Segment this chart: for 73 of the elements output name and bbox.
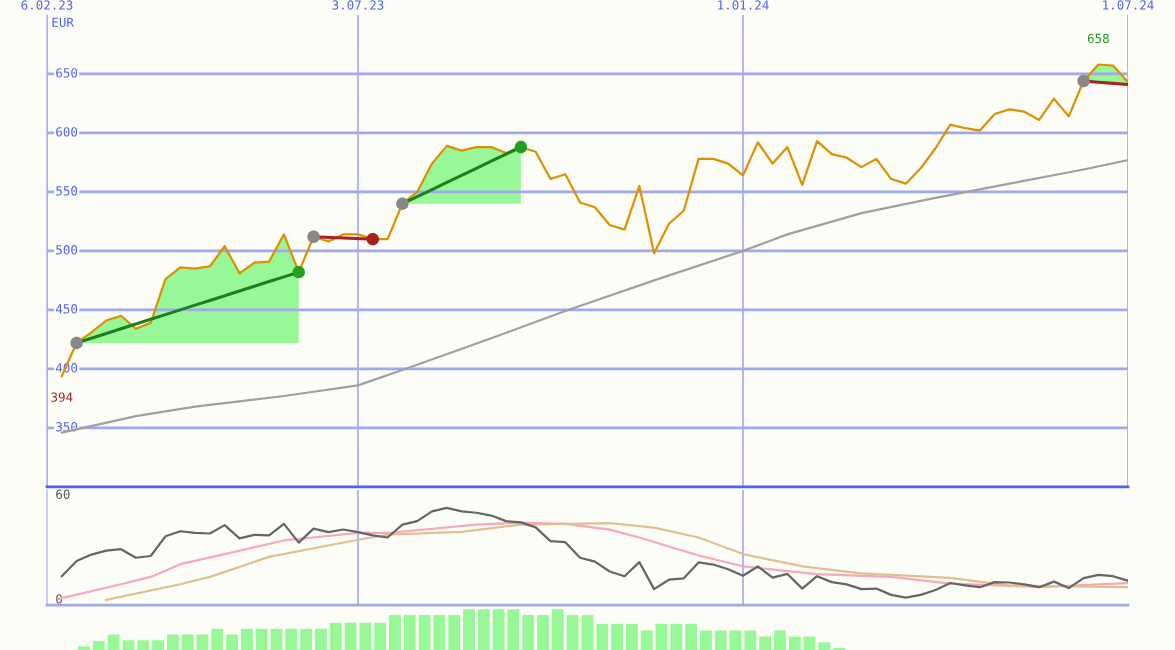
bar	[359, 622, 372, 650]
bar	[744, 630, 757, 650]
bar	[181, 634, 194, 650]
bar	[522, 614, 535, 650]
bar	[344, 622, 357, 650]
bar	[255, 628, 268, 650]
bar	[122, 640, 135, 650]
bar	[166, 634, 179, 650]
point	[1077, 74, 1090, 88]
y-tick-label: 60	[56, 489, 70, 499]
bar	[833, 647, 846, 650]
bar	[448, 614, 461, 650]
bar	[285, 628, 298, 650]
bar	[507, 609, 520, 650]
bar	[211, 628, 224, 650]
bar	[152, 640, 164, 650]
bar	[418, 614, 431, 650]
bar	[492, 609, 505, 650]
bar	[670, 623, 683, 650]
bar	[300, 628, 313, 650]
bar	[774, 630, 786, 650]
bar	[655, 623, 668, 650]
bar	[226, 634, 239, 650]
point	[70, 336, 83, 350]
bar	[240, 628, 253, 650]
annotation: 394	[51, 392, 73, 402]
bar	[685, 623, 698, 650]
y-tick-label: 500	[56, 245, 78, 255]
bar	[803, 636, 816, 650]
y-tick-label: 650	[56, 68, 78, 78]
annotation: 658	[1087, 33, 1109, 44]
bar	[714, 630, 727, 650]
bar	[477, 609, 490, 650]
bar	[403, 614, 416, 650]
bar	[389, 614, 401, 650]
bar	[788, 636, 801, 650]
y-axis-title: EUR	[52, 17, 74, 28]
bar	[640, 630, 653, 650]
y-tick-label: 450	[55, 304, 78, 314]
y-tick-label: 550	[56, 186, 78, 196]
x-tick-label: 3.07.23	[332, 0, 384, 10]
bar	[433, 614, 446, 650]
bar	[566, 614, 579, 650]
line-series	[60, 506, 1128, 599]
x-tick-label: 1.07.24	[1103, 0, 1154, 10]
bar	[581, 614, 594, 650]
bar	[625, 623, 638, 650]
bar	[196, 634, 209, 650]
point	[514, 140, 528, 154]
x-tick-label: 1.01.24	[718, 0, 769, 10]
point	[366, 232, 379, 246]
bar	[374, 622, 387, 650]
bar	[92, 641, 105, 650]
bar	[700, 630, 712, 650]
point	[292, 265, 305, 279]
x-tick-label: 6.02.23	[21, 0, 73, 10]
bar	[329, 622, 342, 650]
bar	[611, 623, 623, 650]
bar	[759, 636, 772, 650]
bar	[551, 609, 564, 650]
point	[307, 230, 320, 243]
bar	[596, 623, 609, 650]
point	[396, 197, 409, 210]
bar	[315, 628, 327, 650]
bar	[137, 640, 150, 650]
bar	[818, 642, 831, 650]
bar	[537, 614, 549, 650]
bar	[463, 609, 475, 650]
y-tick-label: 600	[56, 127, 78, 137]
bar	[78, 646, 90, 650]
bar	[107, 634, 120, 650]
bar	[270, 628, 283, 650]
bar	[729, 630, 742, 650]
